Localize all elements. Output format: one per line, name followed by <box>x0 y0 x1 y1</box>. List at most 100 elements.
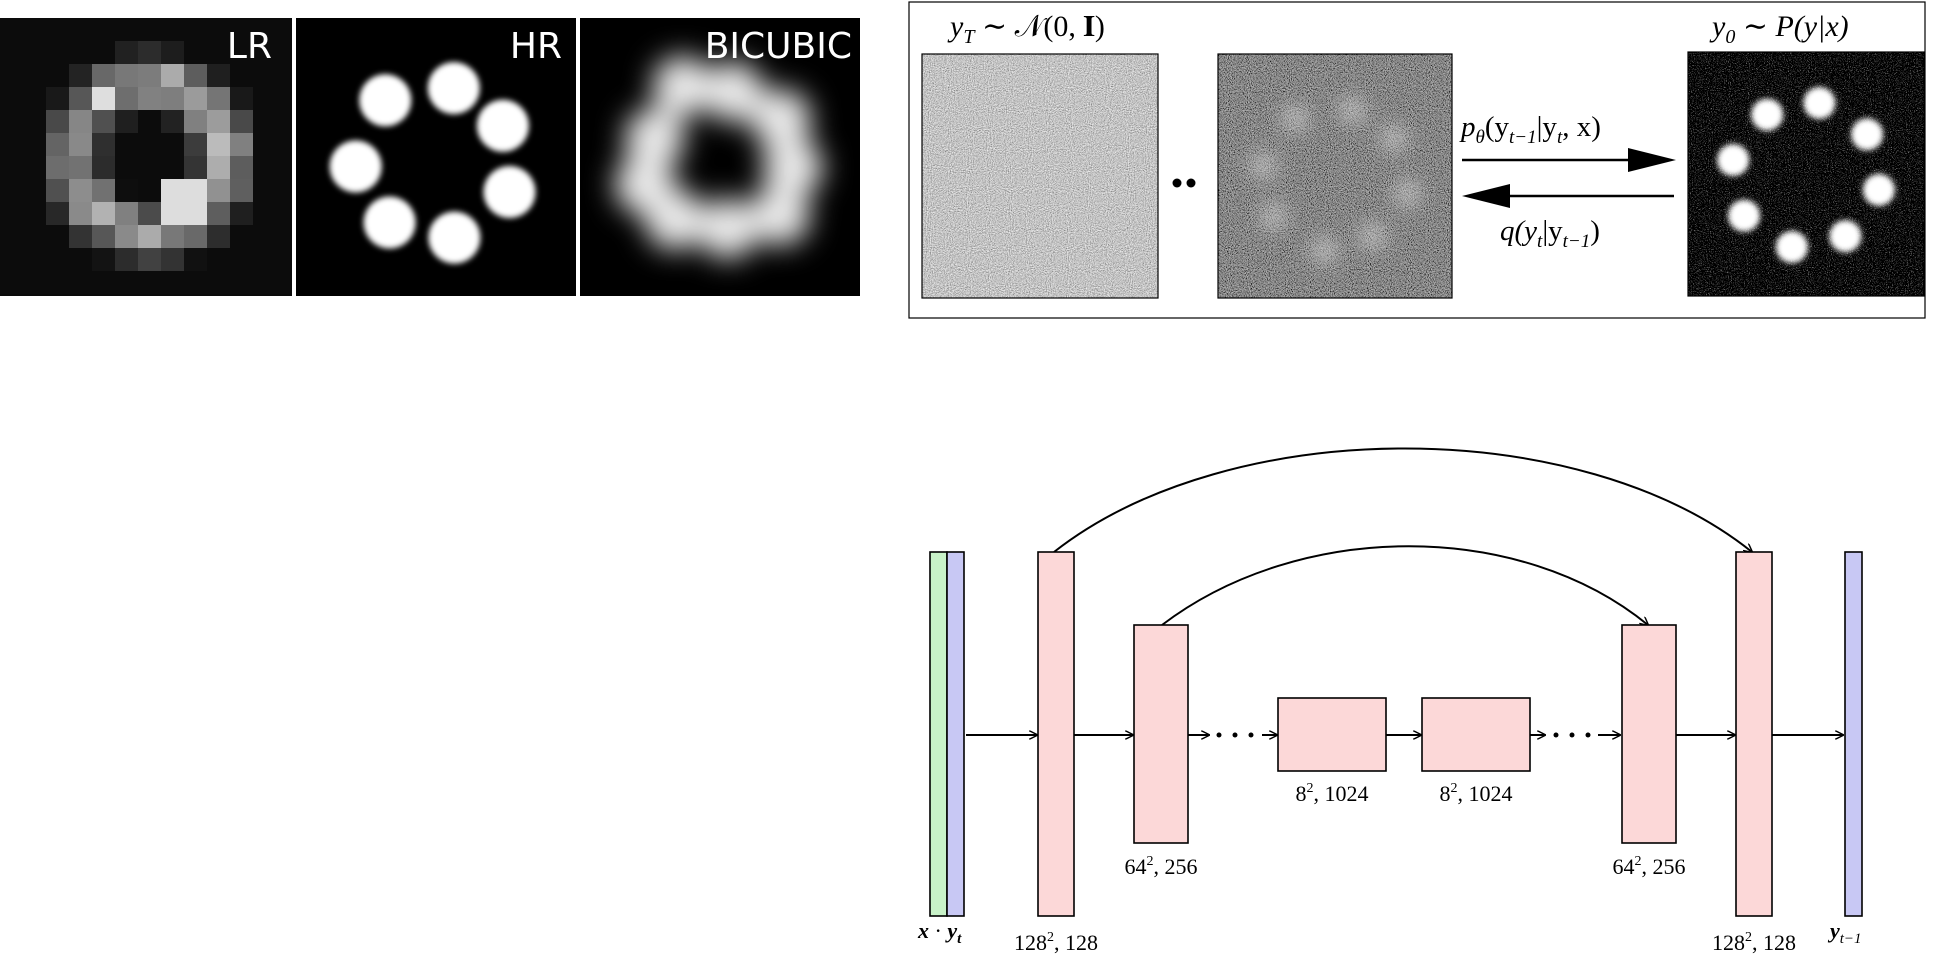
dim-label-128-right: 1282, 128 <box>1712 930 1796 955</box>
ring-blob <box>762 137 823 198</box>
lr-pixel <box>253 225 276 248</box>
lr-pixel <box>0 179 23 202</box>
lr-pixel <box>184 179 207 202</box>
unet-diagram <box>966 447 1843 736</box>
lr-pixel <box>207 202 230 225</box>
lr-pixel <box>69 202 92 225</box>
decoder-block-128 <box>1735 551 1773 917</box>
lr-pixel <box>92 87 115 110</box>
ring-blob <box>1249 151 1278 180</box>
dim-label-64-left: 642, 256 <box>1125 854 1198 879</box>
lr-pixel <box>138 156 161 179</box>
lr-pixel <box>69 179 92 202</box>
lr-pixel <box>184 133 207 156</box>
ring-blob <box>1751 98 1784 131</box>
lr-pixel <box>69 41 92 64</box>
noise-prior-label: yT ∼ 𝒩(0, 𝐈) <box>947 10 1105 48</box>
lr-pixel <box>46 156 69 179</box>
lr-pixel <box>69 18 92 41</box>
ring-blob <box>1717 144 1750 176</box>
lr-pixel <box>207 225 230 248</box>
ring-blob <box>652 56 713 117</box>
lr-pixel <box>92 156 115 179</box>
lr-pixel <box>253 133 276 156</box>
ring-blob <box>703 61 764 122</box>
lr-pixel <box>276 18 292 41</box>
lr-pixel <box>23 41 46 64</box>
ring-blob <box>751 89 812 150</box>
ring-blob <box>750 185 810 246</box>
lr-pixel <box>161 202 184 225</box>
lr-pixel <box>0 271 23 294</box>
lr-pixel <box>207 41 230 64</box>
ellipsis-right <box>1553 732 1591 738</box>
lr-pixel <box>138 110 161 133</box>
ring-blob <box>1829 220 1862 253</box>
lr-panel <box>0 18 292 296</box>
lr-pixel <box>207 110 230 133</box>
lr-pixel <box>0 87 23 110</box>
hr-label: HR <box>510 26 562 67</box>
ring-blob <box>1281 104 1309 133</box>
diffusion-frame <box>908 1 1926 319</box>
lr-pixel <box>46 179 69 202</box>
lr-pixel <box>69 133 92 156</box>
ellipsis-left <box>1216 732 1254 738</box>
lr-pixel <box>184 156 207 179</box>
lr-pixel <box>23 18 46 41</box>
lr-pixel <box>230 202 253 225</box>
lr-pixel <box>184 64 207 87</box>
lr-pixel <box>0 156 23 179</box>
lr-pixel <box>207 248 230 271</box>
lr-pixel <box>253 41 276 64</box>
hr-dot-ring <box>329 62 536 264</box>
forward-process-label: q(yt|yt−1) <box>1500 215 1600 252</box>
lr-pixel <box>69 110 92 133</box>
lr-pixel <box>184 202 207 225</box>
lr-pixel <box>0 248 23 271</box>
ring-blob <box>1862 173 1895 206</box>
lr-pixel <box>276 87 292 110</box>
lr-pixel <box>0 202 23 225</box>
lr-pixel <box>115 271 138 294</box>
ring-blob <box>1728 199 1761 232</box>
ring-blob <box>1380 124 1408 153</box>
dim-label-128-left: 1282, 128 <box>1014 930 1098 955</box>
lr-pixel <box>23 133 46 156</box>
ring-blob <box>1338 96 1367 125</box>
ring-blob <box>329 140 382 193</box>
decoder-block-64 <box>1621 624 1677 844</box>
target-image-border <box>1687 51 1925 297</box>
ring-blob <box>363 196 416 249</box>
lr-pixel <box>115 179 138 202</box>
lr-pixel <box>69 87 92 110</box>
lr-pixel <box>276 110 292 133</box>
lr-pixel <box>92 202 115 225</box>
lr-pixel <box>92 41 115 64</box>
lr-label: LR <box>227 26 272 67</box>
target-image <box>1688 52 1924 296</box>
dim-label-8-a: 82, 1024 <box>1296 781 1369 806</box>
lr-pixel <box>230 248 253 271</box>
lr-pixel <box>115 133 138 156</box>
lr-pixel <box>161 87 184 110</box>
ring-blob <box>1851 118 1884 151</box>
lr-pixel <box>161 133 184 156</box>
lr-pixel <box>184 41 207 64</box>
noise-image-pure <box>922 54 1158 298</box>
lr-pixel <box>230 87 253 110</box>
lr-pixel <box>207 156 230 179</box>
lr-pixel <box>253 64 276 87</box>
bicubic-label: BICUBIC <box>705 26 852 67</box>
ring-blob <box>427 62 480 115</box>
encoder-block-128 <box>1037 551 1075 917</box>
reverse-arrow-head <box>1628 148 1676 172</box>
lr-pixel <box>207 64 230 87</box>
lr-pixel <box>161 225 184 248</box>
lr-pixel <box>230 64 253 87</box>
lr-pixel <box>92 133 115 156</box>
lr-pixel <box>69 156 92 179</box>
lr-pixel <box>46 110 69 133</box>
input-yt-bar <box>946 551 965 917</box>
